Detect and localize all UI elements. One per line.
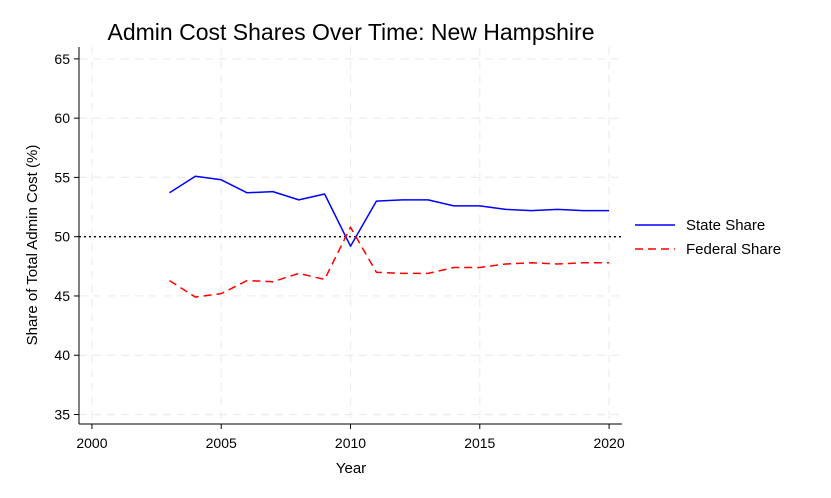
legend: State Share Federal Share — [635, 217, 781, 258]
y-tick-label: 55 — [54, 169, 70, 185]
series-group — [169, 175, 610, 298]
x-tick-label: 2000 — [76, 435, 107, 451]
y-axis-label: Share of Total Admin Cost (%) — [24, 145, 41, 346]
series-line-federal-share — [169, 226, 610, 298]
x-tick-label: 2015 — [464, 435, 495, 451]
x-tick-label: 2010 — [335, 435, 366, 451]
x-axis-label: Year — [336, 460, 366, 477]
chart-title: Admin Cost Shares Over Time: New Hampshi… — [108, 19, 595, 45]
y-tick-label: 50 — [54, 229, 70, 245]
y-tick-label: 65 — [54, 51, 70, 67]
series-line-state-share — [169, 175, 610, 247]
legend-label: Federal Share — [686, 241, 781, 258]
grid — [79, 47, 622, 424]
x-tick-label: 2020 — [593, 435, 624, 451]
y-tick-label: 35 — [54, 407, 70, 423]
axes: 35 40 45 50 55 60 65 2000 2005 2010 2015 2020 — [54, 47, 625, 451]
legend-label: State Share — [686, 217, 765, 234]
x-tick-label: 2005 — [206, 435, 237, 451]
y-tick-label: 40 — [54, 347, 70, 363]
y-tick-label: 45 — [54, 288, 70, 304]
y-tick-label: 60 — [54, 110, 70, 126]
